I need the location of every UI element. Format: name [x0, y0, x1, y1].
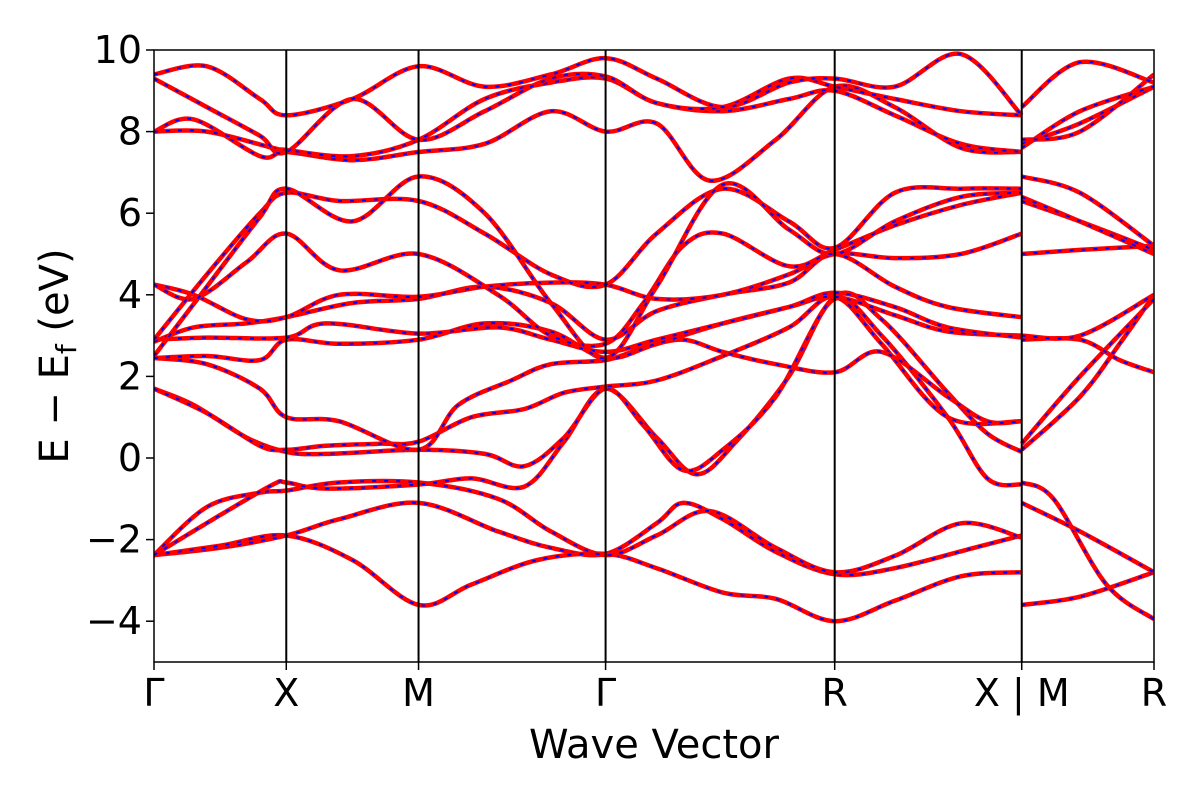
x-tick-label-0: Γ: [143, 671, 164, 715]
band-14-blue: [154, 175, 1154, 360]
x-tick-label-6: R: [1141, 671, 1167, 715]
band-5-blue: [154, 291, 1154, 472]
y-tick-label-4: 4: [118, 273, 142, 317]
band-3-blue: [154, 479, 1154, 574]
x-tick-label-3: Γ: [595, 671, 616, 715]
y-axis-label-main: E − E: [32, 354, 78, 464]
x-tick-label-5: X | M: [974, 671, 1070, 716]
y-tick-label-0: −4: [86, 599, 142, 643]
y-axis-label-subscript: f: [50, 343, 83, 354]
y-axis: −4 −2 0 2 4 6 8 10: [86, 28, 154, 643]
y-tick-label-7: 10: [94, 28, 142, 72]
y-tick-label-6: 8: [118, 110, 142, 154]
band-4-blue: [154, 294, 1154, 556]
band-11-blue: [154, 232, 1154, 323]
y-tick-label-1: −2: [86, 518, 142, 562]
bands-layer: [154, 51, 1154, 624]
band-18-blue: [154, 52, 1154, 117]
y-axis-label: E − Ef (eV): [32, 248, 83, 463]
band-17-blue: [154, 72, 1154, 155]
x-tick-label-1: X: [273, 671, 299, 715]
x-tick-label-4: R: [821, 671, 847, 715]
x-axis: Γ X M Γ R X | M R: [143, 662, 1167, 716]
x-tick-label-2: M: [402, 671, 435, 715]
x-axis-label: Wave Vector: [529, 722, 780, 768]
band-2-blue: [154, 481, 1154, 623]
y-tick-label-3: 2: [118, 354, 142, 398]
y-tick-label-5: 6: [118, 191, 142, 235]
plot-frame: [153, 49, 1155, 663]
y-axis-label-unit: (eV): [32, 248, 78, 344]
band-1-blue: [154, 501, 1154, 606]
y-tick-label-2: 0: [118, 436, 142, 480]
high-symmetry-lines: [285, 50, 1023, 662]
